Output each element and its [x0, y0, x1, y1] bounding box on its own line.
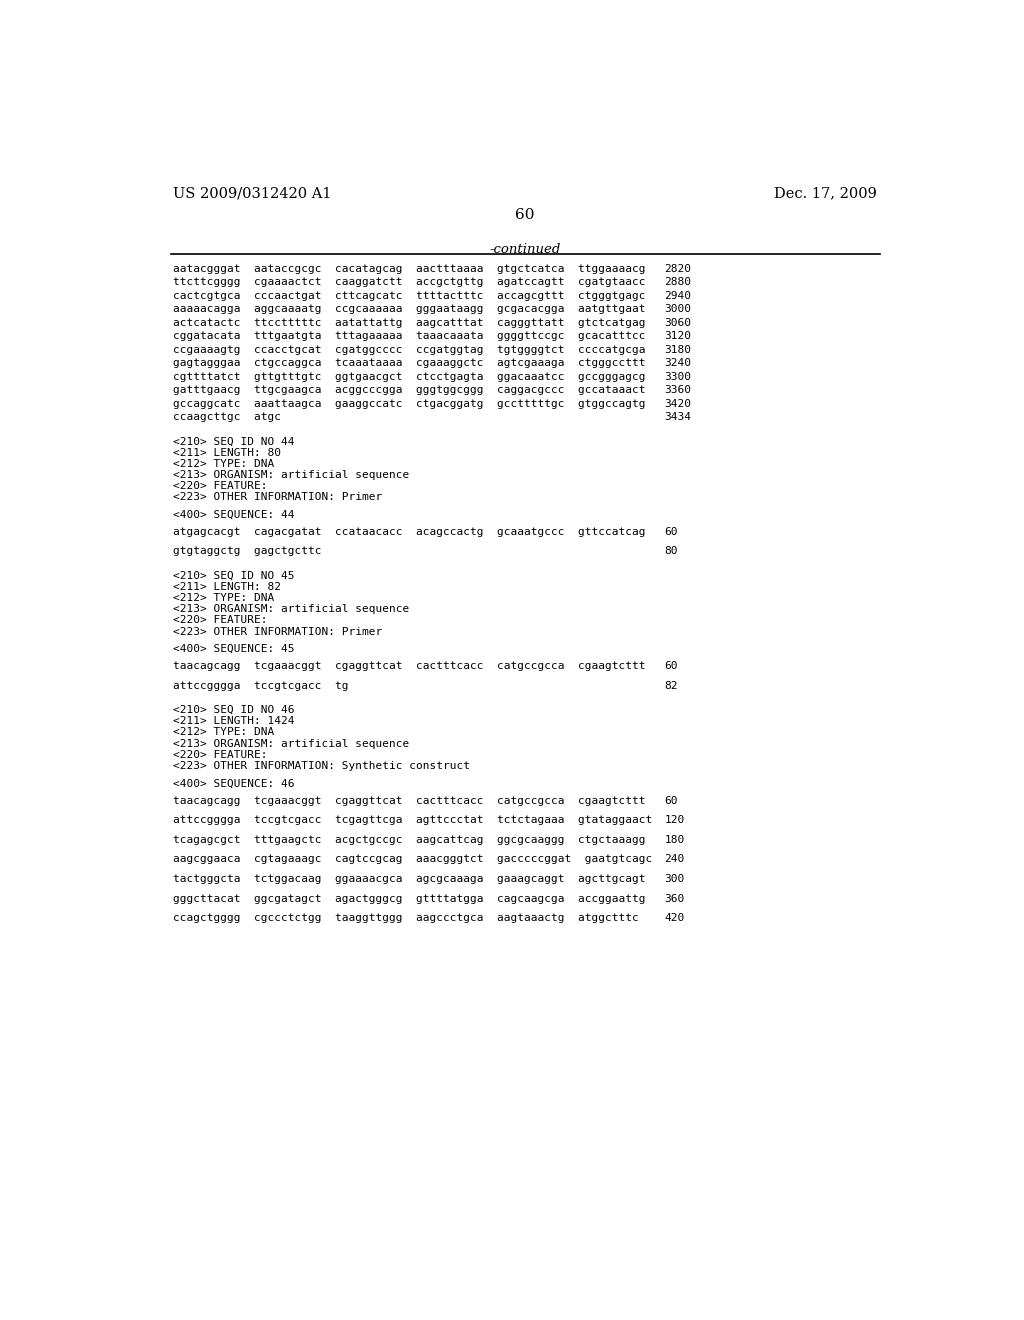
- Text: Dec. 17, 2009: Dec. 17, 2009: [774, 186, 877, 201]
- Text: gagtagggaa  ctgccaggca  tcaaataaaa  cgaaaggctc  agtcgaaaga  ctgggccttt: gagtagggaa ctgccaggca tcaaataaaa cgaaagg…: [173, 358, 645, 368]
- Text: 82: 82: [665, 681, 678, 690]
- Text: 60: 60: [665, 527, 678, 537]
- Text: <223> OTHER INFORMATION: Primer: <223> OTHER INFORMATION: Primer: [173, 627, 382, 636]
- Text: 3060: 3060: [665, 318, 691, 327]
- Text: 3434: 3434: [665, 412, 691, 422]
- Text: <213> ORGANISM: artificial sequence: <213> ORGANISM: artificial sequence: [173, 739, 410, 748]
- Text: 180: 180: [665, 834, 685, 845]
- Text: cactcgtgca  cccaactgat  cttcagcatc  ttttactttc  accagcgttt  ctgggtgagc: cactcgtgca cccaactgat cttcagcatc ttttact…: [173, 290, 645, 301]
- Text: cgttttatct  gttgtttgtc  ggtgaacgct  ctcctgagta  ggacaaatcc  gccgggagcg: cgttttatct gttgtttgtc ggtgaacgct ctcctga…: [173, 372, 645, 381]
- Text: <400> SEQUENCE: 44: <400> SEQUENCE: 44: [173, 510, 295, 520]
- Text: ccaagcttgc  atgc: ccaagcttgc atgc: [173, 412, 281, 422]
- Text: 3360: 3360: [665, 385, 691, 395]
- Text: <213> ORGANISM: artificial sequence: <213> ORGANISM: artificial sequence: [173, 470, 410, 480]
- Text: 2940: 2940: [665, 290, 691, 301]
- Text: <211> LENGTH: 82: <211> LENGTH: 82: [173, 582, 281, 591]
- Text: 300: 300: [665, 874, 685, 884]
- Text: 3000: 3000: [665, 305, 691, 314]
- Text: ttcttcgggg  cgaaaactct  caaggatctt  accgctgttg  agatccagtt  cgatgtaacc: ttcttcgggg cgaaaactct caaggatctt accgctg…: [173, 277, 645, 288]
- Text: 360: 360: [665, 894, 685, 904]
- Text: tactgggcta  tctggacaag  ggaaaacgca  agcgcaaaga  gaaagcaggt  agcttgcagt: tactgggcta tctggacaag ggaaaacgca agcgcaa…: [173, 874, 645, 884]
- Text: gatttgaacg  ttgcgaagca  acggcccgga  gggtggcggg  caggacgccc  gccataaact: gatttgaacg ttgcgaagca acggcccgga gggtggc…: [173, 385, 645, 395]
- Text: <212> TYPE: DNA: <212> TYPE: DNA: [173, 593, 274, 603]
- Text: aaaaacagga  aggcaaaatg  ccgcaaaaaa  gggaataagg  gcgacacgga  aatgttgaat: aaaaacagga aggcaaaatg ccgcaaaaaa gggaata…: [173, 305, 645, 314]
- Text: 3420: 3420: [665, 399, 691, 409]
- Text: 2820: 2820: [665, 264, 691, 273]
- Text: <211> LENGTH: 80: <211> LENGTH: 80: [173, 447, 281, 458]
- Text: 60: 60: [515, 209, 535, 223]
- Text: 80: 80: [665, 546, 678, 557]
- Text: 420: 420: [665, 913, 685, 924]
- Text: atgagcacgt  cagacgatat  ccataacacc  acagccactg  gcaaatgccc  gttccatcag: atgagcacgt cagacgatat ccataacacc acagcca…: [173, 527, 645, 537]
- Text: <213> ORGANISM: artificial sequence: <213> ORGANISM: artificial sequence: [173, 605, 410, 614]
- Text: attccgggga  tccgtcgacc  tg: attccgggga tccgtcgacc tg: [173, 681, 348, 690]
- Text: 3120: 3120: [665, 331, 691, 342]
- Text: 240: 240: [665, 854, 685, 865]
- Text: taacagcagg  tcgaaacggt  cgaggttcat  cactttcacc  catgccgcca  cgaagtcttt: taacagcagg tcgaaacggt cgaggttcat cactttc…: [173, 796, 645, 805]
- Text: actcatactc  ttcctttttc  aatattattg  aagcatttat  cagggttatt  gtctcatgag: actcatactc ttcctttttc aatattattg aagcatt…: [173, 318, 645, 327]
- Text: <400> SEQUENCE: 46: <400> SEQUENCE: 46: [173, 779, 295, 788]
- Text: ccagctgggg  cgccctctgg  taaggttggg  aagccctgca  aagtaaactg  atggctttc: ccagctgggg cgccctctgg taaggttggg aagccct…: [173, 913, 639, 924]
- Text: <210> SEQ ID NO 45: <210> SEQ ID NO 45: [173, 570, 295, 581]
- Text: 2880: 2880: [665, 277, 691, 288]
- Text: 3240: 3240: [665, 358, 691, 368]
- Text: <211> LENGTH: 1424: <211> LENGTH: 1424: [173, 717, 295, 726]
- Text: 60: 60: [665, 796, 678, 805]
- Text: <212> TYPE: DNA: <212> TYPE: DNA: [173, 727, 274, 738]
- Text: aagcggaaca  cgtagaaagc  cagtccgcag  aaacgggtct  gacccccggat  gaatgtcagc: aagcggaaca cgtagaaagc cagtccgcag aaacggg…: [173, 854, 652, 865]
- Text: -continued: -continued: [489, 243, 560, 256]
- Text: aatacgggat  aataccgcgc  cacatagcag  aactttaaaa  gtgctcatca  ttggaaaacg: aatacgggat aataccgcgc cacatagcag aacttta…: [173, 264, 645, 273]
- Text: cggatacata  tttgaatgta  tttagaaaaa  taaacaaata  ggggttccgc  gcacatttcc: cggatacata tttgaatgta tttagaaaaa taaacaa…: [173, 331, 645, 342]
- Text: 3180: 3180: [665, 345, 691, 355]
- Text: gtgtaggctg  gagctgcttc: gtgtaggctg gagctgcttc: [173, 546, 322, 557]
- Text: tcagagcgct  tttgaagctc  acgctgccgc  aagcattcag  ggcgcaaggg  ctgctaaagg: tcagagcgct tttgaagctc acgctgccgc aagcatt…: [173, 834, 645, 845]
- Text: <400> SEQUENCE: 45: <400> SEQUENCE: 45: [173, 644, 295, 653]
- Text: attccgggga  tccgtcgacc  tcgagttcga  agttccctat  tctctagaaa  gtataggaact: attccgggga tccgtcgacc tcgagttcga agttccc…: [173, 816, 652, 825]
- Text: <210> SEQ ID NO 46: <210> SEQ ID NO 46: [173, 705, 295, 715]
- Text: gggcttacat  ggcgatagct  agactgggcg  gttttatgga  cagcaagcga  accggaattg: gggcttacat ggcgatagct agactgggcg gttttat…: [173, 894, 645, 904]
- Text: <210> SEQ ID NO 44: <210> SEQ ID NO 44: [173, 437, 295, 446]
- Text: gccaggcatc  aaattaagca  gaaggccatc  ctgacggatg  gcctttttgc  gtggccagtg: gccaggcatc aaattaagca gaaggccatc ctgacgg…: [173, 399, 645, 409]
- Text: <212> TYPE: DNA: <212> TYPE: DNA: [173, 459, 274, 469]
- Text: 60: 60: [665, 661, 678, 671]
- Text: ccgaaaagtg  ccacctgcat  cgatggcccc  ccgatggtag  tgtggggtct  ccccatgcga: ccgaaaagtg ccacctgcat cgatggcccc ccgatgg…: [173, 345, 645, 355]
- Text: <220> FEATURE:: <220> FEATURE:: [173, 750, 267, 760]
- Text: 120: 120: [665, 816, 685, 825]
- Text: US 2009/0312420 A1: US 2009/0312420 A1: [173, 186, 332, 201]
- Text: <220> FEATURE:: <220> FEATURE:: [173, 615, 267, 626]
- Text: 3300: 3300: [665, 372, 691, 381]
- Text: <223> OTHER INFORMATION: Synthetic construct: <223> OTHER INFORMATION: Synthetic const…: [173, 760, 470, 771]
- Text: taacagcagg  tcgaaacggt  cgaggttcat  cactttcacc  catgccgcca  cgaagtcttt: taacagcagg tcgaaacggt cgaggttcat cactttc…: [173, 661, 645, 671]
- Text: <223> OTHER INFORMATION: Primer: <223> OTHER INFORMATION: Primer: [173, 492, 382, 502]
- Text: <220> FEATURE:: <220> FEATURE:: [173, 480, 267, 491]
